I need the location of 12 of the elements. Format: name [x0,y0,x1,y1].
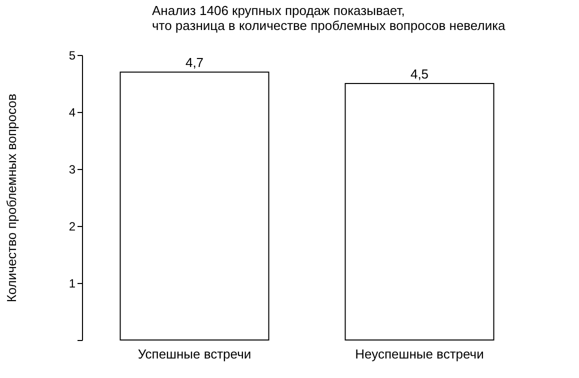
y-tick-label: 2 [68,220,76,234]
x-tick-label: Неуспешные встречи [355,346,484,362]
x-tick-label: Успешные встречи [138,346,252,362]
y-axis-title: Количество проблемных вопросов [4,94,19,302]
data-label: 4,5 [410,66,429,82]
y-tick-label: 1 [68,276,76,290]
data-label: 4,7 [185,55,204,70]
y-tick-label: 3 [68,162,76,176]
text: Анализ 1406 крупных продаж показывает, [152,3,405,18]
y-tick-label: 4 [68,106,76,120]
y-tick-label: 5 [68,48,76,62]
text: что разница в количестве проблемных вопросов невелика [152,18,506,33]
